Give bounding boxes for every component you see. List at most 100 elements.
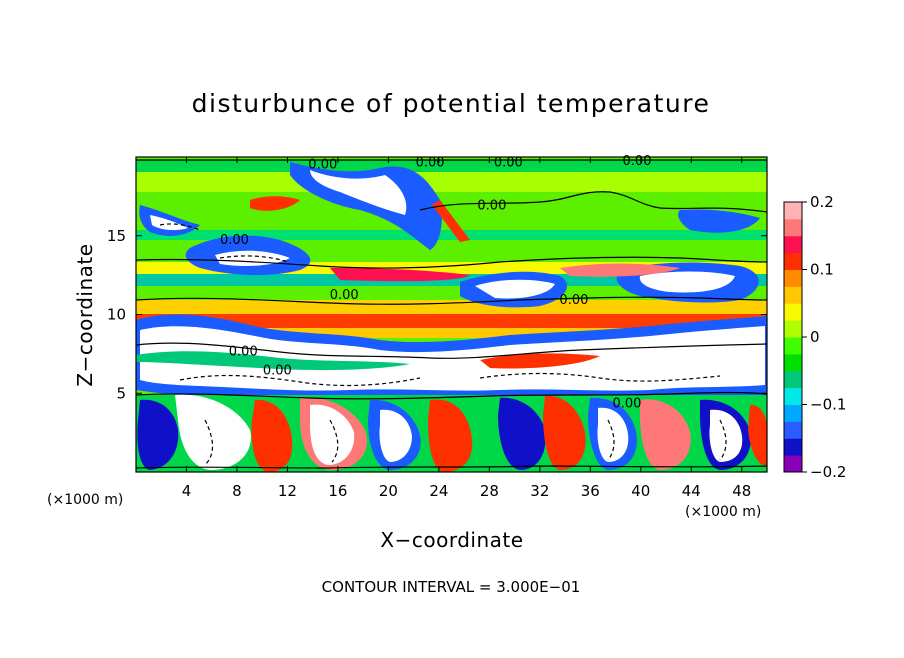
x-tick-label: 44 (682, 482, 701, 500)
field-lower-cell (748, 404, 767, 466)
field-band (136, 230, 767, 240)
colorbar-swatch (784, 269, 802, 287)
colorbar-swatch (784, 438, 802, 456)
field-band (136, 160, 767, 172)
contour-line (607, 419, 615, 461)
field-warm-streak (250, 196, 300, 211)
colorbar-swatch (784, 202, 802, 220)
x-tick-label: 4 (182, 482, 192, 500)
x-tick-label: 12 (278, 482, 297, 500)
field-cold-core (639, 271, 735, 293)
x-tick-label: 40 (631, 482, 650, 500)
field-band (136, 172, 767, 192)
contour-line (719, 419, 727, 461)
contour-line (179, 374, 421, 387)
colorbar-swatch (784, 421, 802, 439)
x-tick-label: 36 (581, 482, 600, 500)
x-tick-label: 8 (232, 482, 242, 500)
colorbar-swatch (784, 320, 802, 338)
field-lower-cell (137, 399, 179, 470)
x-unit-right: (×1000 m) (685, 504, 761, 520)
y-tick-label: 5 (116, 384, 126, 402)
field-cold-core (215, 250, 290, 266)
contour-label: 0.00 (220, 233, 249, 248)
contour-label: 0.00 (612, 397, 641, 412)
contour-line (136, 256, 767, 269)
colorbar-swatch (784, 370, 802, 389)
colorbar-swatch (784, 353, 802, 372)
y-axis-label: Z−coordinate (73, 243, 97, 386)
colorbar-swatch (784, 235, 802, 254)
colorbar-swatch (784, 218, 802, 237)
field-cold-core (310, 170, 407, 215)
colorbar-swatch (784, 286, 802, 304)
field-lower-cell (428, 399, 473, 472)
x-axis: 4 8 12 16 20 24 28 32 36 40 44 48 (182, 157, 751, 500)
field-warm-streak (330, 268, 470, 282)
chart-title: disturbunce of potential temperature (192, 89, 711, 118)
contour-line (219, 255, 289, 263)
contour-line (136, 296, 767, 305)
contour-label-layer: 0.00 0.00 0.00 0.00 0.00 0.00 0.00 0.00 0.00 0.00… (220, 154, 652, 412)
colorbar-tick-label: 0.1 (810, 261, 834, 279)
contour-line (136, 465, 767, 469)
field-band (136, 274, 767, 286)
x-unit-left: (×1000 m) (47, 492, 123, 508)
x-tick-label: 20 (379, 482, 398, 500)
contour-lines (136, 159, 767, 469)
field-warm-streak (432, 200, 470, 242)
colorbar-tick-label: −0.2 (810, 463, 846, 481)
colorbar-swatch (784, 303, 802, 321)
field-lower-cell (251, 399, 293, 472)
contour-line (136, 391, 767, 400)
y-tick-label: 15 (107, 227, 126, 245)
field-warm-streak (480, 353, 600, 369)
colorbar-swatch (784, 455, 802, 473)
x-tick-label: 32 (530, 482, 549, 500)
colorbar-swatch (784, 387, 802, 405)
colorbar-tick-label: −0.1 (810, 396, 846, 414)
x-tick-label: 28 (480, 482, 499, 500)
x-tick-label: 48 (732, 482, 751, 500)
field-cold-core (150, 215, 188, 231)
field-lower-cell (379, 409, 412, 462)
colorbar-tick-label: 0 (810, 328, 820, 346)
contour-line (419, 191, 767, 213)
x-tick-label: 24 (429, 482, 448, 500)
colorbar-swatch (784, 337, 802, 355)
contour-interval-note: CONTOUR INTERVAL = 3.000E−01 (322, 578, 581, 596)
y-tick-label: 10 (107, 306, 126, 324)
colorbar-swatch (784, 252, 802, 270)
contour-label: 0.00 (559, 293, 588, 308)
field-lower-cell (543, 395, 586, 470)
colorbar: 0.2 0.1 0 −0.1 −0.2 (783, 193, 846, 481)
x-axis-label: X−coordinate (380, 528, 523, 552)
field-band (136, 328, 767, 338)
contour-line (136, 342, 767, 359)
colorbar-tick-label: 0.2 (810, 193, 834, 211)
contour-label: 0.00 (263, 364, 292, 379)
field-warm-streak (136, 351, 410, 371)
field-cold-region (678, 209, 760, 233)
field-lower-cell (498, 397, 546, 470)
contour-label: 0.00 (229, 345, 258, 360)
contour-label: 0.00 (477, 198, 506, 213)
contour-label: 0.00 (494, 156, 523, 171)
field-lower-cell (640, 399, 691, 470)
contour-line (204, 419, 214, 466)
field-warm-streak (560, 263, 680, 277)
contour-label: 0.00 (416, 156, 445, 171)
contour-label: 0.00 (330, 288, 359, 303)
field-band (136, 314, 767, 328)
contour-label: 0.00 (623, 154, 652, 169)
colorbar-swatch (784, 404, 802, 422)
field-lower-cell (310, 404, 355, 465)
x-tick-label: 16 (328, 482, 347, 500)
heatmap-field (136, 157, 767, 472)
contour-line (479, 372, 721, 382)
field-lower-cell (175, 394, 251, 470)
field-cold-core (475, 279, 555, 299)
contour-label: 0.00 (308, 157, 337, 172)
